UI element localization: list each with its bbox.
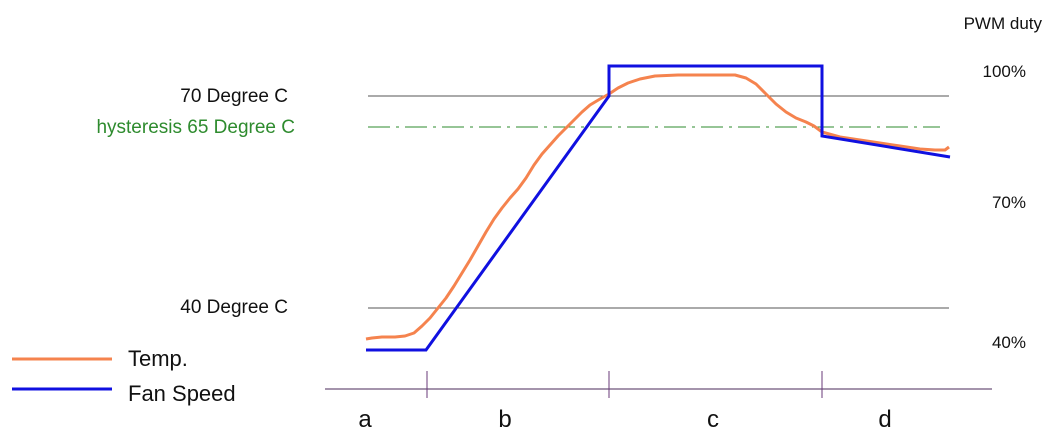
label-pwm-100: 100% <box>983 62 1026 81</box>
region-label-d: d <box>878 406 891 432</box>
legend: Temp. Fan Speed <box>12 346 236 406</box>
fan-speed-curve <box>366 64 951 352</box>
region-label-a: a <box>358 406 372 432</box>
temp-curve <box>365 73 950 341</box>
label-pwm-70: 70% <box>992 193 1026 212</box>
legend-fan-label: Fan Speed <box>128 381 236 406</box>
label-hysteresis-65-degree: hysteresis 65 Degree C <box>96 117 295 138</box>
legend-temp-label: Temp. <box>128 346 188 371</box>
region-label-c: c <box>707 406 719 432</box>
label-40-degree: 40 Degree C <box>180 297 288 318</box>
label-pwm-duty-title: PWM duty <box>964 14 1043 33</box>
label-pwm-40: 40% <box>992 333 1026 352</box>
label-70-degree: 70 Degree C <box>180 86 288 107</box>
region-label-b: b <box>498 406 511 432</box>
